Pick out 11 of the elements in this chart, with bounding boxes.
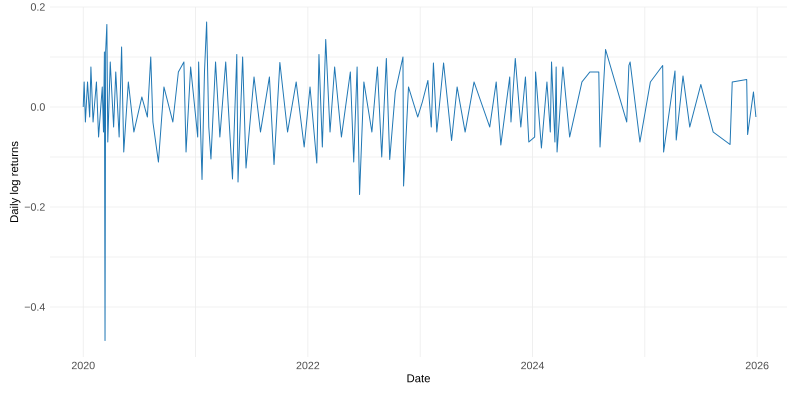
x-tick-label: 2020 <box>72 362 95 370</box>
line-series <box>82 22 756 341</box>
y-axis-title: Daily log returns <box>10 142 20 222</box>
x-tick-label: 2022 <box>296 362 320 370</box>
x-axis-title: Date <box>407 374 430 382</box>
y-tick-label: −0.2 <box>24 203 45 211</box>
y-tick-label: 0.0 <box>30 103 45 111</box>
y-tick-label: −0.4 <box>24 303 45 311</box>
x-tick-label: 2024 <box>521 362 544 370</box>
y-tick-label: 0.2 <box>30 3 45 11</box>
x-tick-label: 2026 <box>746 362 769 370</box>
